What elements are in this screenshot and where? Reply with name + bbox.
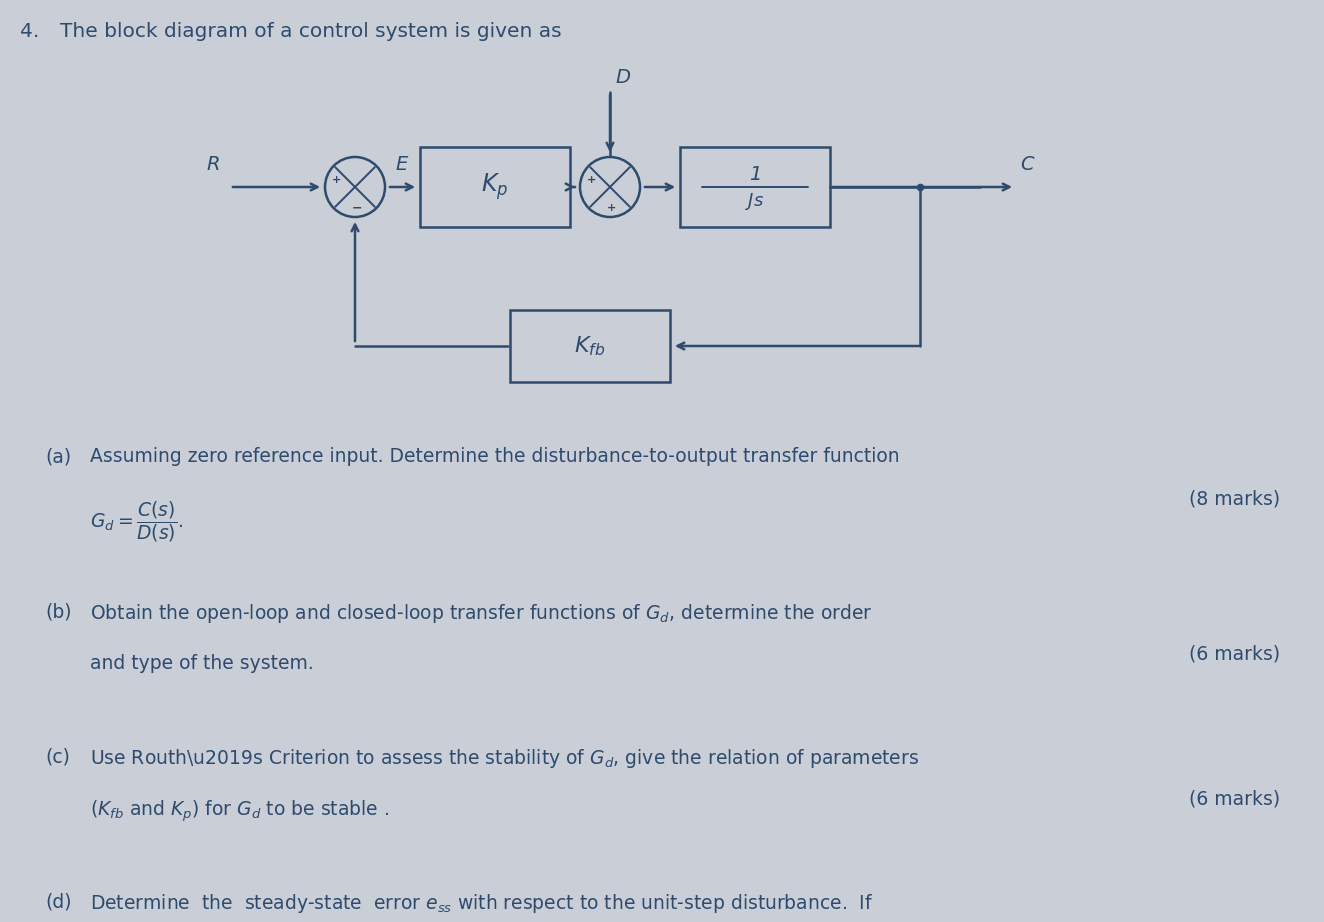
Text: +: +	[332, 174, 342, 184]
Text: (8 marks): (8 marks)	[1189, 489, 1280, 508]
Text: $Js$: $Js$	[745, 191, 765, 212]
Text: The block diagram of a control system is given as: The block diagram of a control system is…	[60, 22, 561, 41]
Text: (d): (d)	[45, 892, 71, 911]
Text: (6 marks): (6 marks)	[1189, 789, 1280, 808]
Text: Determine  the  steady-state  error $e_{ss}$ with respect to the unit-step distu: Determine the steady-state error $e_{ss}…	[90, 892, 874, 915]
Text: (a): (a)	[45, 447, 71, 466]
Bar	[420, 147, 571, 227]
Text: D: D	[616, 68, 630, 87]
Text: 1: 1	[749, 166, 761, 184]
Text: 4.: 4.	[20, 22, 40, 41]
Bar	[510, 310, 670, 382]
Text: Obtain the open-loop and closed-loop transfer functions of $G_d$, determine the : Obtain the open-loop and closed-loop tra…	[90, 602, 873, 625]
Text: (c): (c)	[45, 747, 70, 766]
Text: E: E	[395, 155, 408, 174]
Text: (6 marks): (6 marks)	[1189, 644, 1280, 663]
Text: +: +	[588, 174, 597, 184]
Bar	[681, 147, 830, 227]
Text: C: C	[1019, 155, 1034, 174]
Text: R: R	[207, 155, 220, 174]
Text: +: +	[606, 203, 616, 213]
Text: $G_d = \dfrac{C(s)}{D(s)}.$: $G_d = \dfrac{C(s)}{D(s)}.$	[90, 499, 184, 544]
Text: −: −	[351, 202, 361, 215]
Text: and type of the system.: and type of the system.	[90, 654, 314, 673]
Text: $K_p$: $K_p$	[482, 171, 508, 202]
Text: (b): (b)	[45, 602, 71, 621]
Text: ($K_{fb}$ and $K_p$) for $G_d$ to be stable .: ($K_{fb}$ and $K_p$) for $G_d$ to be sta…	[90, 799, 389, 824]
Text: Use Routh\u2019s Criterion to assess the stability of $G_d$, give the relation o: Use Routh\u2019s Criterion to assess the…	[90, 747, 919, 770]
Text: $K_{fb}$: $K_{fb}$	[575, 334, 605, 358]
Text: Assuming zero reference input. Determine the disturbance-to-output transfer func: Assuming zero reference input. Determine…	[90, 447, 899, 466]
